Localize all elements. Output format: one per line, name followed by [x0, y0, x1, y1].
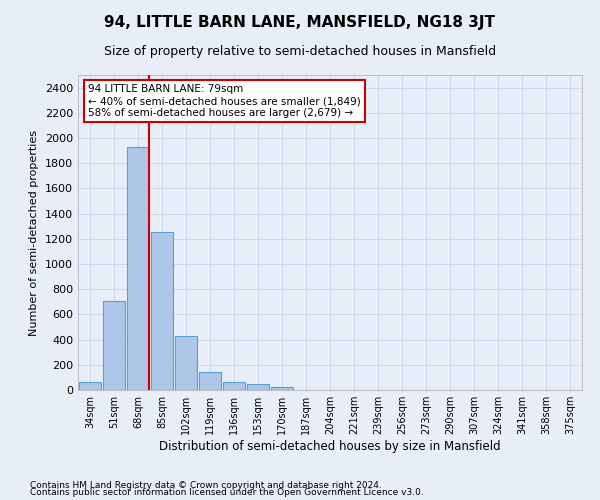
- Bar: [79, 382, 101, 390]
- Bar: [127, 147, 149, 390]
- Bar: [223, 382, 245, 390]
- Text: Contains HM Land Registry data © Crown copyright and database right 2024.: Contains HM Land Registry data © Crown c…: [30, 480, 382, 490]
- Bar: [271, 387, 293, 390]
- Bar: [199, 372, 221, 390]
- Bar: [103, 300, 125, 390]
- Bar: [151, 232, 173, 390]
- Bar: [247, 384, 269, 390]
- Text: 94, LITTLE BARN LANE, MANSFIELD, NG18 3JT: 94, LITTLE BARN LANE, MANSFIELD, NG18 3J…: [104, 15, 496, 30]
- Bar: [175, 336, 197, 390]
- Text: Size of property relative to semi-detached houses in Mansfield: Size of property relative to semi-detach…: [104, 45, 496, 58]
- X-axis label: Distribution of semi-detached houses by size in Mansfield: Distribution of semi-detached houses by …: [159, 440, 501, 453]
- Y-axis label: Number of semi-detached properties: Number of semi-detached properties: [29, 130, 40, 336]
- Text: 94 LITTLE BARN LANE: 79sqm
← 40% of semi-detached houses are smaller (1,849)
58%: 94 LITTLE BARN LANE: 79sqm ← 40% of semi…: [88, 84, 361, 117]
- Text: Contains public sector information licensed under the Open Government Licence v3: Contains public sector information licen…: [30, 488, 424, 497]
